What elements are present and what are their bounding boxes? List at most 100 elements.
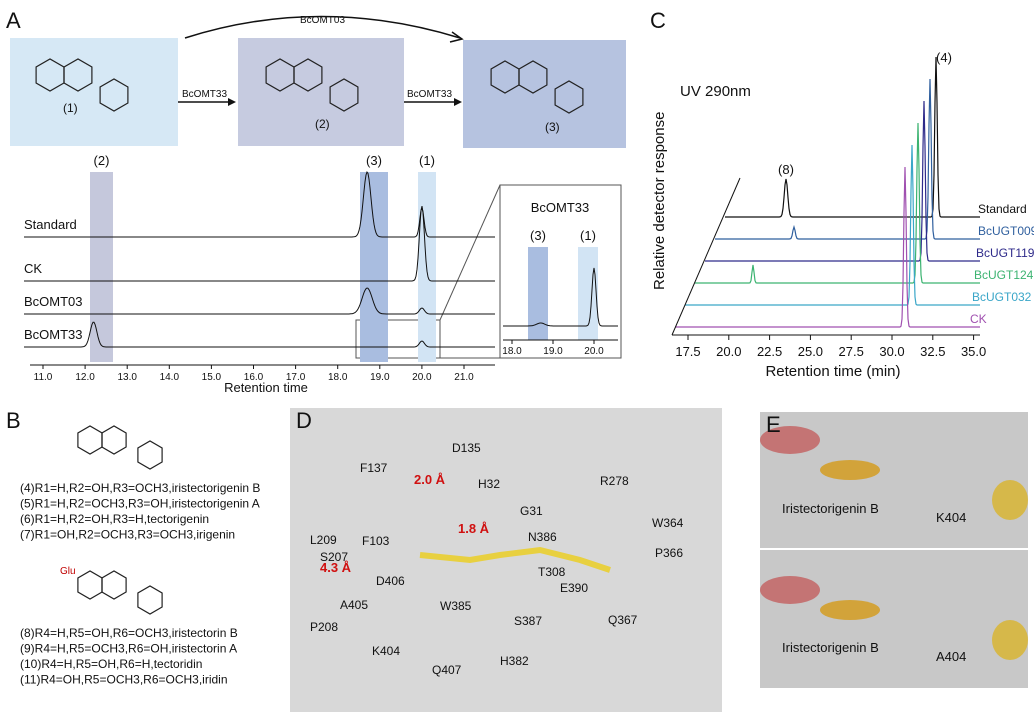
- glu-label: Glu: [60, 566, 76, 577]
- panel-label: A: [6, 8, 21, 33]
- ring: [329, 78, 359, 112]
- x-tick-label: 15.0: [202, 372, 222, 383]
- peak-label: (8): [778, 162, 794, 177]
- trace: [24, 171, 495, 238]
- x-tick-label: 12.0: [75, 372, 95, 383]
- distance-label: 2.0 Å: [414, 472, 446, 487]
- residue-label: W385: [440, 599, 472, 613]
- x-tick-label: 17.0: [286, 372, 306, 383]
- residue-label: G31: [520, 504, 543, 518]
- structure-label: A404: [936, 649, 966, 664]
- axis-label: Relative detector response: [651, 112, 668, 290]
- trace: [24, 321, 495, 348]
- trace-label: CK: [970, 312, 987, 326]
- structure-label: K404: [936, 510, 966, 525]
- structure-label: Iristectorigenin B: [782, 640, 879, 655]
- peak-label: (4): [936, 50, 952, 65]
- x-tick-label: 16.0: [244, 372, 264, 383]
- compound-definition: (11)R4=OH,R5=OCH3,R6=OCH3,iridin: [20, 673, 228, 687]
- residue-label: N386: [528, 530, 557, 544]
- inset-box: [499, 184, 622, 359]
- peak-band: [528, 247, 548, 340]
- compound-definition: (8)R4=H,R5=OH,R6=OCH3,iristectorin B: [20, 626, 238, 640]
- trace: [685, 144, 980, 306]
- x-tick-label: 18.0: [328, 372, 348, 383]
- trace: [695, 122, 980, 284]
- x-tick-label: 21.0: [454, 372, 474, 383]
- panel-label: E: [766, 412, 781, 437]
- trace-label: Standard: [978, 202, 1027, 216]
- residue-label: Q367: [608, 613, 638, 627]
- panel-label: C: [650, 8, 666, 33]
- ligand: [419, 546, 611, 573]
- compound-definition: (4)R1=H,R2=OH,R3=OCH3,iristectorigenin B: [20, 481, 260, 495]
- residue-label: T308: [538, 565, 566, 579]
- zoom-box: [355, 319, 441, 359]
- ring: [554, 80, 584, 114]
- residue-label: S207: [320, 550, 348, 564]
- trace-label: BcUGT124: [974, 268, 1034, 282]
- compound-definition: (10)R4=H,R5=OH,R6=H,tectoridin: [20, 657, 202, 671]
- x-tick-label: 22.5: [757, 344, 782, 359]
- residue-label: L209: [310, 533, 337, 547]
- enzyme-label: BcOMT33: [407, 89, 452, 100]
- x-tick-label: 14.0: [160, 372, 180, 383]
- trace-label: BcOMT33: [24, 327, 83, 342]
- ring: [101, 570, 127, 600]
- residue-label: K404: [372, 644, 400, 658]
- ring: [293, 58, 323, 92]
- trace-label: BcUGT009: [978, 224, 1034, 238]
- residue-label: Q407: [432, 663, 462, 677]
- compound-label: (1): [63, 101, 78, 115]
- residue-label: S387: [514, 614, 542, 628]
- axis: [671, 177, 741, 336]
- ring: [101, 425, 127, 455]
- trace-label: BcOMT03: [24, 294, 83, 309]
- distance-label: 4.3 Å: [320, 560, 352, 575]
- residue-label: E390: [560, 581, 588, 595]
- trace: [24, 205, 495, 282]
- peak-band: [90, 172, 113, 362]
- ring: [77, 425, 103, 455]
- compound-label: (2): [315, 117, 330, 131]
- residue-label: H32: [478, 477, 500, 491]
- ligand: [820, 460, 880, 480]
- axis-label: Retention time (min): [765, 363, 900, 380]
- residue-label: P366: [655, 546, 683, 560]
- ring: [77, 570, 103, 600]
- residue-label: D406: [376, 574, 405, 588]
- detector-label: UV 290nm: [680, 83, 751, 100]
- residue-label: A405: [340, 598, 368, 612]
- panel-label: D: [296, 408, 312, 433]
- x-tick-label: 19.0: [543, 346, 563, 357]
- compound-definition: (9)R4=H,R5=OCH3,R6=OH,iristectorin A: [20, 642, 237, 656]
- compound-box: [238, 38, 404, 146]
- peak-label: (3): [530, 228, 546, 243]
- compound-definition: (7)R1=OH,R2=OCH3,R3=OCH3,irigenin: [20, 528, 235, 542]
- zoom-line: [439, 184, 501, 321]
- x-tick-label: 13.0: [117, 372, 137, 383]
- axis-label: Retention time: [224, 380, 308, 395]
- peak-band: [578, 247, 598, 340]
- x-tick-label: 20.0: [412, 372, 432, 383]
- trace-label: BcUGT032: [972, 290, 1032, 304]
- compound-definition: (6)R1=H,R2=OH,R3=H,tectorigenin: [20, 512, 209, 526]
- trace: [725, 56, 980, 218]
- arrow-head: [454, 98, 462, 106]
- residue-label: R278: [600, 474, 629, 488]
- trace-label: Standard: [24, 217, 77, 232]
- x-tick-label: 18.0: [502, 346, 522, 357]
- ring: [99, 78, 129, 112]
- inset-title: BcOMT33: [531, 200, 590, 215]
- ring: [137, 585, 163, 615]
- trace: [503, 267, 618, 327]
- compound-box: [463, 40, 626, 148]
- ligand: [820, 600, 880, 620]
- trace-label: CK: [24, 261, 42, 276]
- peak-label: (1): [580, 228, 596, 243]
- x-tick-label: 35.0: [961, 344, 986, 359]
- compound-label: (3): [545, 120, 560, 134]
- peak-band: [360, 172, 388, 362]
- surface-image: [760, 550, 1028, 688]
- surface-patch: [760, 426, 820, 454]
